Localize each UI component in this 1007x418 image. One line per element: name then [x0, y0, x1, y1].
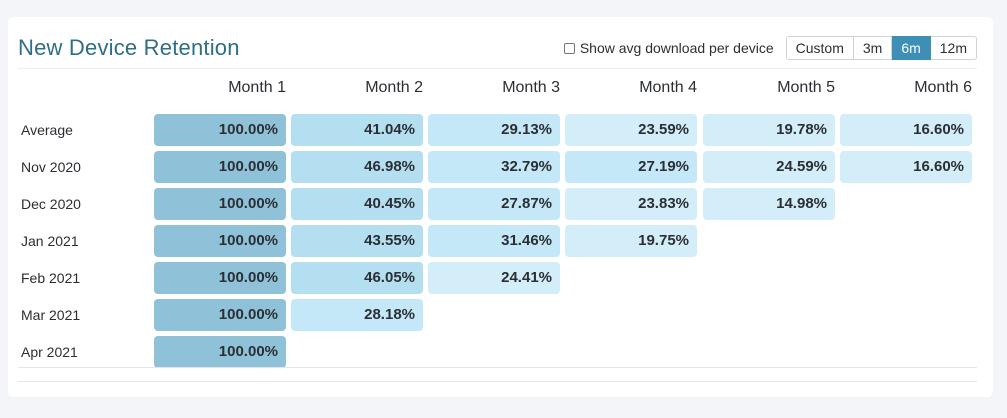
retention-cell: 100.00%: [154, 299, 286, 331]
footer-divider: [18, 381, 977, 382]
retention-cell: 23.83%: [565, 188, 697, 220]
retention-card: New Device Retention Show avg download p…: [8, 17, 993, 397]
row-label: Dec 2020: [21, 196, 81, 212]
row-label: Nov 2020: [21, 159, 81, 175]
column-header-month-3: Month 3: [502, 79, 560, 96]
column-header-month-4: Month 4: [639, 79, 697, 96]
retention-cell: 40.45%: [291, 188, 423, 220]
retention-cell: 32.79%: [428, 151, 560, 183]
table-bottom-divider: [18, 367, 977, 368]
retention-cell: 14.98%: [703, 188, 835, 220]
avg-download-toggle[interactable]: Show avg download per device: [563, 40, 774, 56]
column-header-month-6: Month 6: [914, 79, 972, 96]
retention-cell: 100.00%: [154, 114, 286, 146]
retention-cell: 41.04%: [291, 114, 423, 146]
retention-cell: 100.00%: [154, 336, 286, 368]
retention-cell: 46.05%: [291, 262, 423, 294]
avg-download-checkbox[interactable]: [563, 42, 575, 54]
retention-cell: 46.98%: [291, 151, 423, 183]
avg-download-label: Show avg download per device: [579, 40, 774, 56]
retention-cell: 19.78%: [703, 114, 835, 146]
retention-cell: 100.00%: [154, 188, 286, 220]
retention-cell: 16.60%: [840, 151, 972, 183]
range-6m-button[interactable]: 6m: [892, 36, 931, 60]
retention-cell: 24.41%: [428, 262, 560, 294]
row-label: Mar 2021: [21, 307, 81, 323]
row-label: Apr 2021: [21, 344, 78, 360]
retention-cell: 24.59%: [703, 151, 835, 183]
column-header-month-5: Month 5: [777, 79, 835, 96]
retention-cell: 28.18%: [291, 299, 423, 331]
range-selector: Custom 3m 6m 12m: [785, 36, 977, 60]
retention-cell: 31.46%: [428, 225, 560, 257]
page-title: New Device Retention: [18, 35, 240, 60]
row-label: Average: [21, 122, 73, 138]
range-3m-button[interactable]: 3m: [853, 36, 893, 60]
retention-cell: 16.60%: [840, 114, 972, 146]
retention-cell: 23.59%: [565, 114, 697, 146]
column-header-month-2: Month 2: [365, 79, 423, 96]
range-12m-button[interactable]: 12m: [930, 36, 977, 60]
range-custom-button[interactable]: Custom: [785, 36, 854, 60]
retention-cell: 29.13%: [428, 114, 560, 146]
controls-bar: Show avg download per device Custom 3m 6…: [563, 36, 977, 60]
retention-cell: 43.55%: [291, 225, 423, 257]
column-header-month-1: Month 1: [228, 79, 286, 96]
row-label: Jan 2021: [21, 233, 79, 249]
retention-cell: 100.00%: [154, 225, 286, 257]
retention-cell: 27.87%: [428, 188, 560, 220]
retention-cell: 27.19%: [565, 151, 697, 183]
retention-cell: 19.75%: [565, 225, 697, 257]
retention-cell: 100.00%: [154, 262, 286, 294]
row-label: Feb 2021: [21, 270, 81, 286]
header-divider: [18, 68, 977, 69]
retention-cell: 100.00%: [154, 151, 286, 183]
